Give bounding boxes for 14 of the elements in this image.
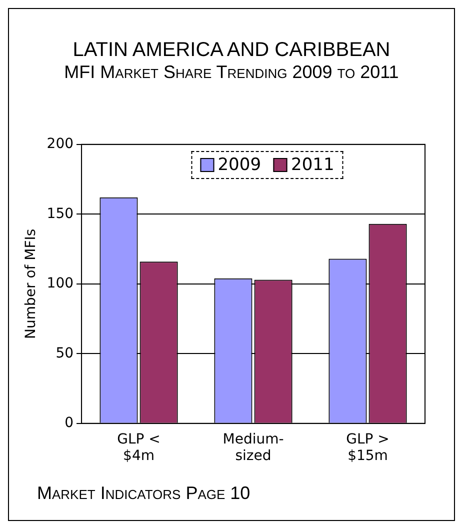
legend-label: 2009 <box>218 155 262 175</box>
x-tick-label: Medium-sized <box>222 431 284 464</box>
y-tick-label: 150 <box>46 206 74 222</box>
x-tick-label: GLP > $15m <box>346 431 390 464</box>
y-tick-label: 200 <box>46 136 74 152</box>
y-tick-label: 0 <box>64 415 74 432</box>
chart-subtitle: MFI Market Share Trending 2009 to 2011 <box>63 62 400 83</box>
y-tick-label: 100 <box>46 276 74 292</box>
legend-label: 2011 <box>291 155 334 175</box>
chart-title: LATIN AMERICA AND CARIBBEAN <box>72 39 392 62</box>
y-tick-label: 50 <box>56 345 74 362</box>
x-tick-label: GLP < $4m <box>117 431 160 464</box>
text: Market Indicators Page 10 <box>37 483 250 504</box>
y-axis-title: Number of MFIs <box>23 228 40 339</box>
